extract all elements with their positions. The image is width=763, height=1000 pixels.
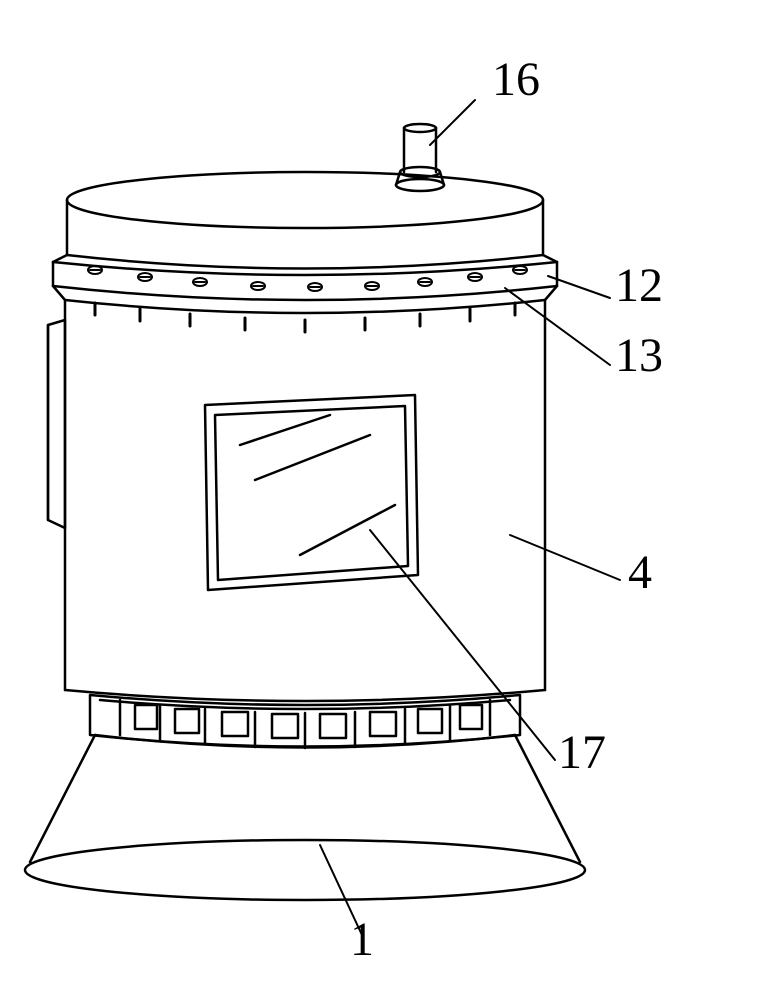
callout-lines bbox=[320, 100, 620, 935]
main-body bbox=[65, 300, 545, 701]
callout-label-4: 4 bbox=[628, 545, 652, 600]
viewing-window bbox=[205, 395, 418, 590]
callout-label-1: 1 bbox=[350, 912, 374, 967]
top-nozzle bbox=[396, 124, 444, 191]
callout-label-12: 12 bbox=[615, 258, 663, 313]
top-lid bbox=[53, 172, 557, 269]
mechanical-assembly-figure bbox=[0, 0, 763, 1000]
base-cone bbox=[25, 735, 585, 900]
callout-label-16: 16 bbox=[492, 52, 540, 107]
side-box bbox=[48, 320, 65, 528]
callout-label-17: 17 bbox=[558, 725, 606, 780]
callout-label-13: 13 bbox=[615, 328, 663, 383]
grille-ring bbox=[90, 695, 520, 748]
